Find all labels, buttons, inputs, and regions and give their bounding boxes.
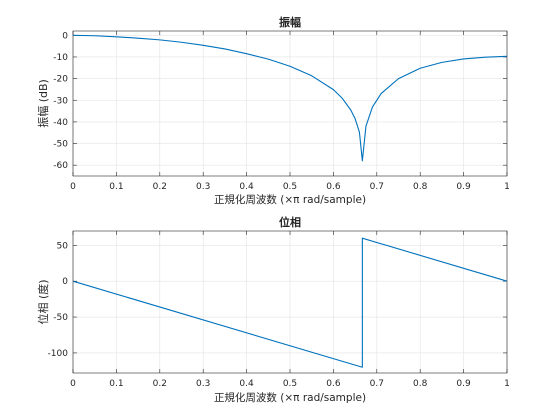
x-tick-label: 0.8 <box>413 182 428 192</box>
x-tick-label: 0.3 <box>196 182 210 192</box>
x-tick-label: 0.5 <box>283 182 297 192</box>
x-tick-label: 0.1 <box>109 379 123 389</box>
x-tick-label: 0.7 <box>370 379 384 389</box>
magnitude-ylabel: 振幅 (dB) <box>36 79 50 128</box>
phase-grid <box>72 231 508 373</box>
phase-series-line <box>72 237 508 368</box>
x-tick-label: 1 <box>504 379 510 389</box>
x-tick-label: 0.9 <box>456 182 471 192</box>
y-tick-label: -20 <box>53 75 68 85</box>
y-tick-label: -40 <box>53 118 68 128</box>
phase-axes-box <box>72 230 508 374</box>
y-tick-label: -100 <box>48 349 69 359</box>
x-tick-label: 0.5 <box>283 379 297 389</box>
x-tick-label: 0.2 <box>153 182 167 192</box>
phase-title: 位相 <box>279 215 301 229</box>
magnitude-axes-box <box>72 30 508 177</box>
y-tick-label: 0 <box>62 31 68 41</box>
magnitude-grid <box>72 31 508 176</box>
y-tick-label: 50 <box>57 241 69 251</box>
phase-xtick-labels: 0 0.1 0.2 0.3 0.4 0.5 0.6 0.7 0.8 0.9 1 <box>70 379 510 389</box>
phase-plot: 0 0.1 0.2 0.3 0.4 0.5 0.6 0.7 0.8 0.9 1 50 0 -50 -100… <box>36 215 510 404</box>
magnitude-xtick-labels: 0 0.1 0.2 0.3 0.4 0.5 0.6 0.7 0.8 0.9 1 <box>70 182 510 192</box>
x-tick-label: 0 <box>70 379 76 389</box>
x-tick-label: 0.4 <box>239 182 254 192</box>
y-tick-label: -50 <box>53 313 68 323</box>
x-tick-label: 0.4 <box>239 379 254 389</box>
x-tick-label: 0.9 <box>456 379 471 389</box>
x-tick-label: 0.2 <box>153 379 167 389</box>
magnitude-plot: 0 0.1 0.2 0.3 0.4 0.5 0.6 0.7 0.8 0.9 1 0 -10 -20 -30… <box>36 15 510 206</box>
phase-ylabel: 位相 (度) <box>36 279 50 324</box>
y-tick-label: 0 <box>62 277 68 287</box>
magnitude-ytick-labels: 0 -10 -20 -30 -40 -50 -60 <box>53 31 68 171</box>
magnitude-series-line <box>72 34 508 162</box>
x-tick-label: 1 <box>504 182 510 192</box>
magnitude-title: 振幅 <box>279 15 301 29</box>
magnitude-xlabel: 正規化周波数 (×π rad/sample) <box>214 193 366 206</box>
phase-xlabel: 正規化周波数 (×π rad/sample) <box>214 391 366 404</box>
y-tick-label: -30 <box>53 96 68 106</box>
y-tick-label: -60 <box>53 161 68 171</box>
x-tick-label: 0.3 <box>196 379 210 389</box>
x-tick-label: 0.7 <box>370 182 384 192</box>
phase-series <box>72 237 508 368</box>
phase-ytick-labels: 50 0 -50 -100 <box>48 241 69 359</box>
x-tick-label: 0.8 <box>413 379 428 389</box>
x-tick-label: 0.6 <box>326 182 341 192</box>
magnitude-series <box>72 34 508 162</box>
y-tick-label: -10 <box>53 53 68 63</box>
x-tick-label: 0.6 <box>326 379 341 389</box>
x-tick-label: 0.1 <box>109 182 123 192</box>
x-tick-label: 0 <box>70 182 76 192</box>
y-tick-label: -50 <box>53 140 68 150</box>
